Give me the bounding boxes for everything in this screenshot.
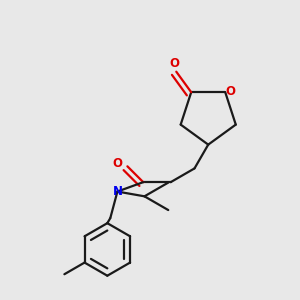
Text: O: O — [113, 157, 123, 170]
Text: O: O — [226, 85, 236, 98]
Text: O: O — [170, 57, 180, 70]
Text: N: N — [112, 185, 122, 198]
